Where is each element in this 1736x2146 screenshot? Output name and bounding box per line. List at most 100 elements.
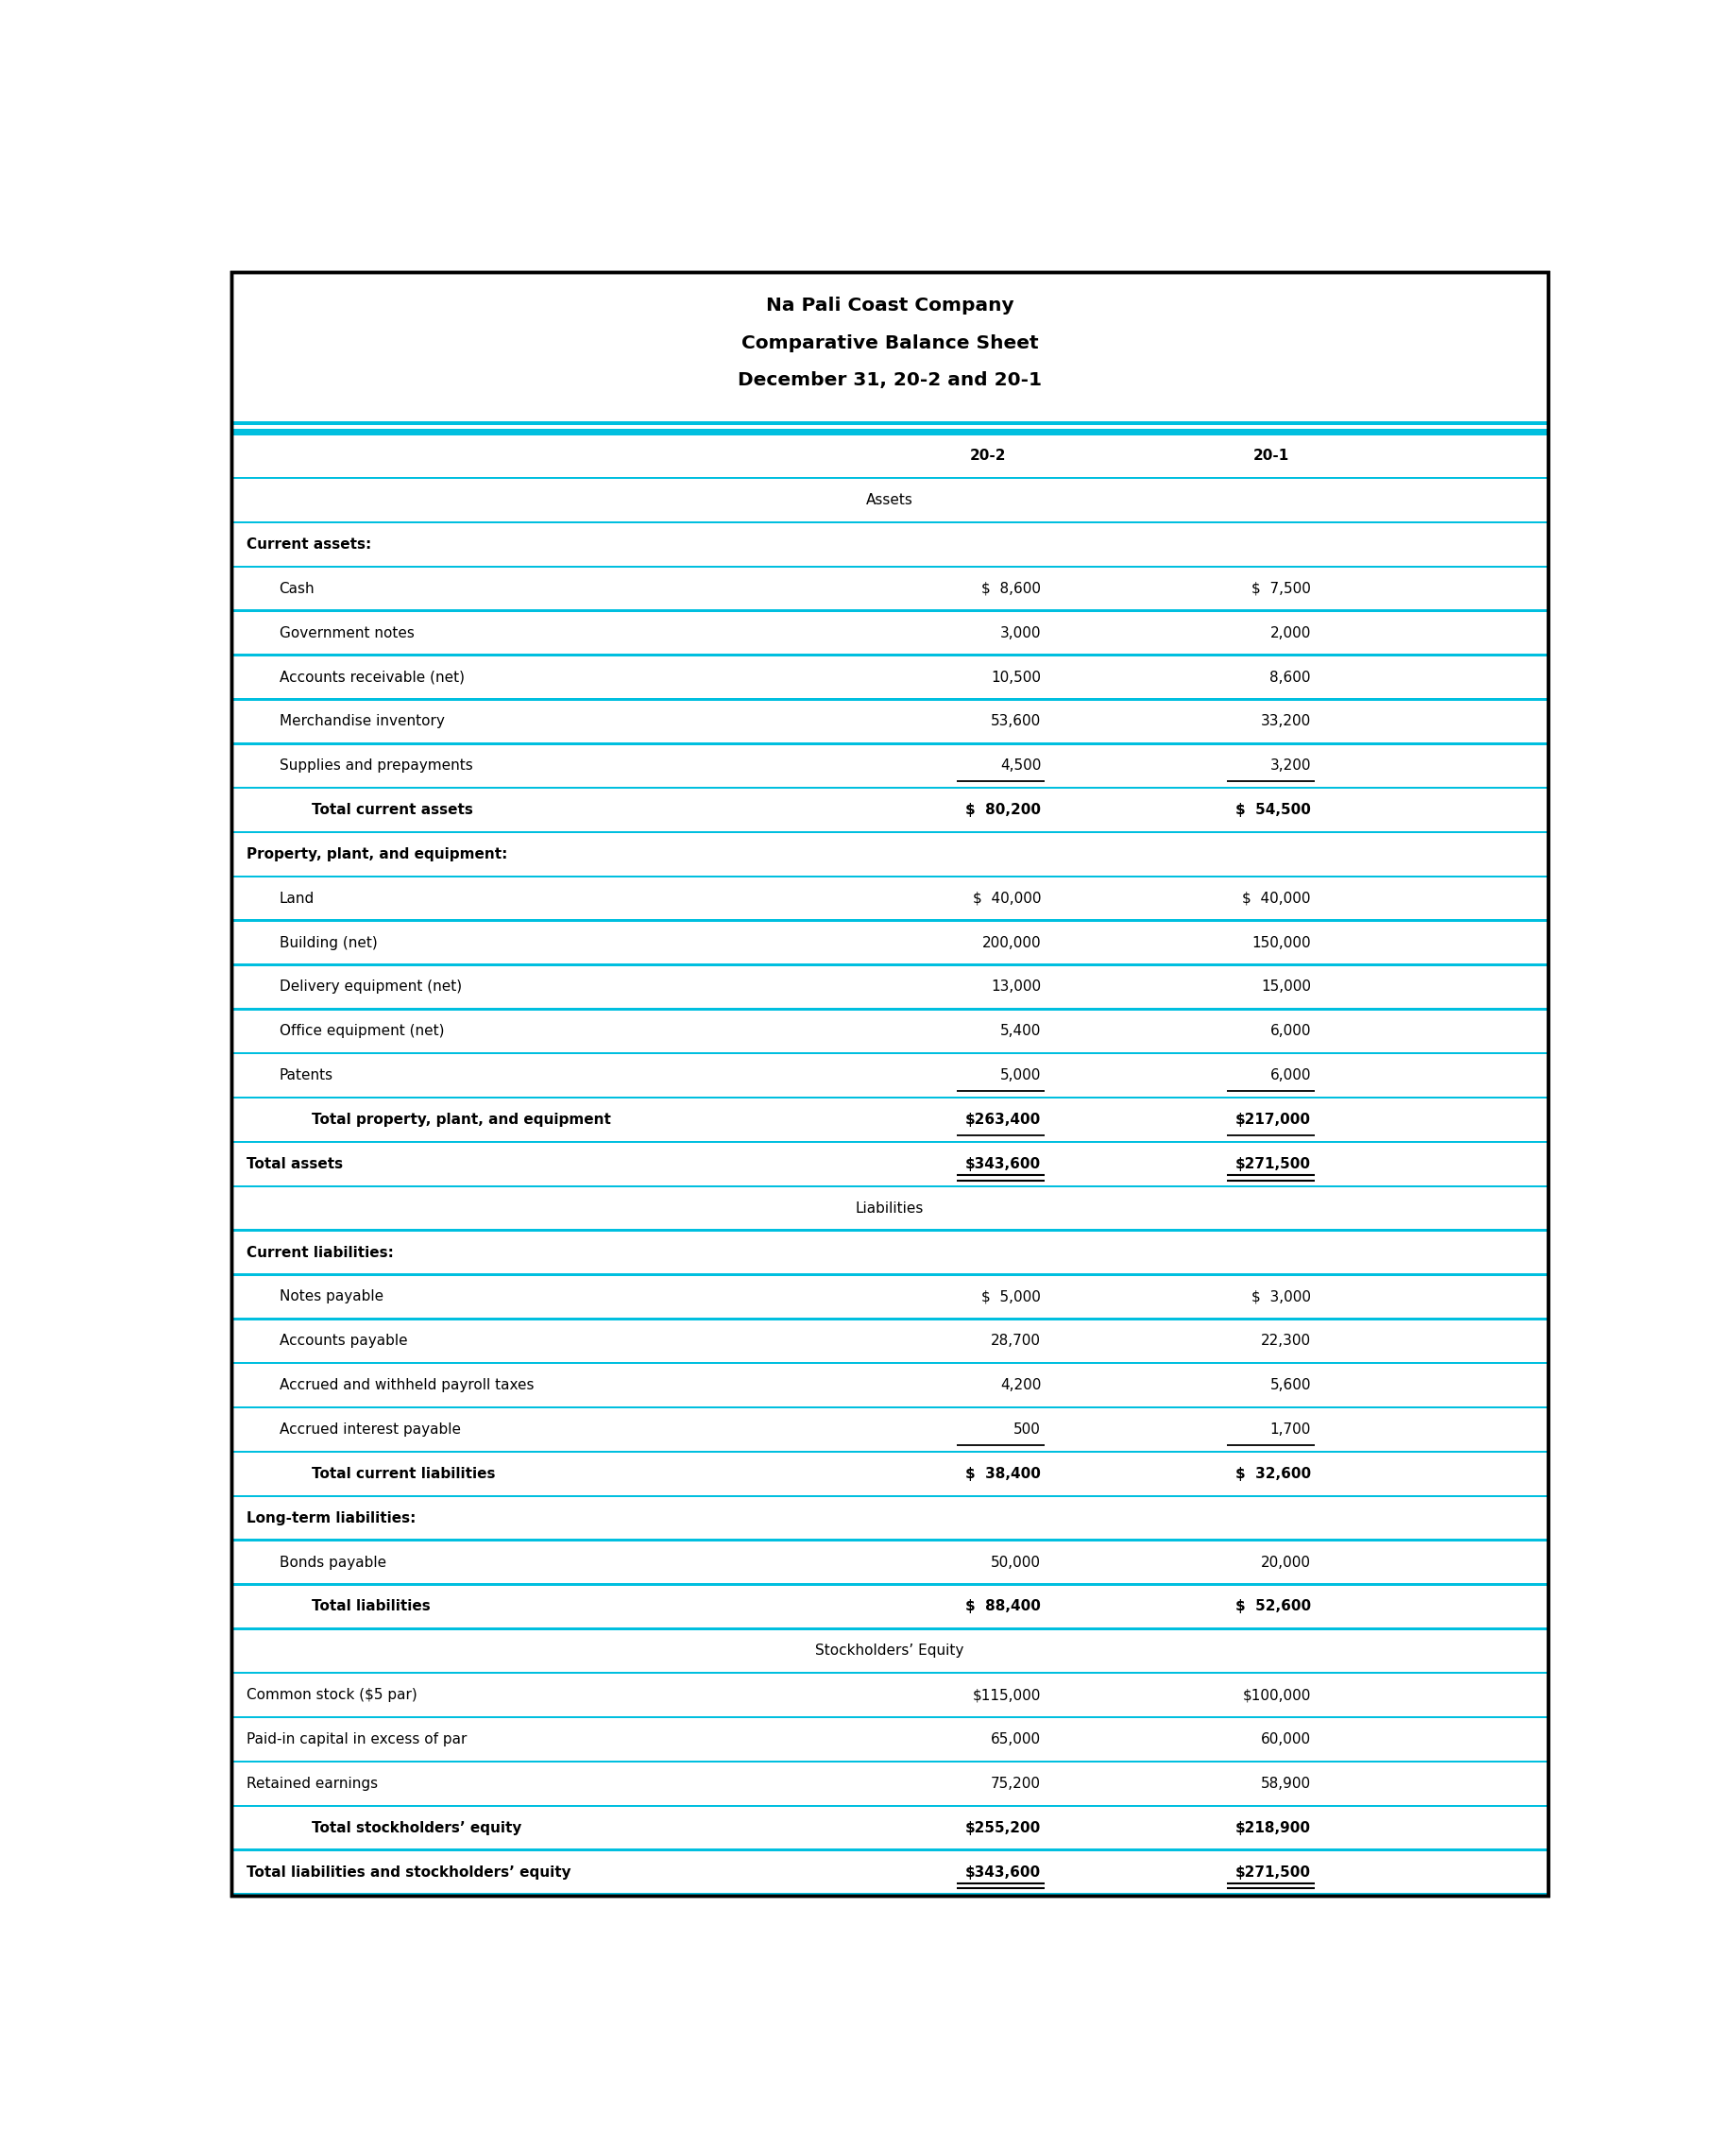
Text: $255,200: $255,200 <box>965 1820 1042 1835</box>
Text: Na Pali Coast Company: Na Pali Coast Company <box>766 296 1014 315</box>
Bar <box>231 1807 1549 1850</box>
Text: Total assets: Total assets <box>247 1157 342 1172</box>
Bar <box>231 743 1549 745</box>
Text: Current liabilities:: Current liabilities: <box>247 1245 394 1260</box>
Bar <box>231 1365 1549 1406</box>
Bar <box>231 273 1549 421</box>
Bar <box>231 1009 1549 1011</box>
Text: 6,000: 6,000 <box>1269 1069 1311 1082</box>
Text: 2,000: 2,000 <box>1271 627 1311 640</box>
Text: $343,600: $343,600 <box>965 1865 1042 1880</box>
Text: Comparative Balance Sheet: Comparative Balance Sheet <box>741 335 1038 352</box>
Bar <box>231 655 1549 657</box>
Text: $  38,400: $ 38,400 <box>965 1466 1042 1481</box>
Text: Current assets:: Current assets: <box>247 536 372 552</box>
Bar <box>231 833 1549 876</box>
Bar <box>231 436 1549 476</box>
Bar <box>231 697 1549 700</box>
Text: 500: 500 <box>1014 1423 1042 1436</box>
Bar <box>231 1717 1549 1719</box>
Text: Stockholders’ Equity: Stockholders’ Equity <box>816 1644 963 1659</box>
Text: Patents: Patents <box>279 1069 333 1082</box>
Bar <box>231 569 1549 609</box>
Text: 13,000: 13,000 <box>991 981 1042 994</box>
Bar <box>231 1144 1549 1185</box>
Text: Delivery equipment (net): Delivery equipment (net) <box>279 981 462 994</box>
Bar <box>231 421 1549 425</box>
Text: December 31, 20-2 and 20-1: December 31, 20-2 and 20-1 <box>738 371 1042 388</box>
Text: Total liabilities: Total liabilities <box>312 1599 431 1614</box>
Text: 4,200: 4,200 <box>1000 1378 1042 1393</box>
Text: Accounts receivable (net): Accounts receivable (net) <box>279 670 464 685</box>
Text: 60,000: 60,000 <box>1260 1732 1311 1747</box>
Bar <box>231 1498 1549 1539</box>
Bar <box>231 1142 1549 1144</box>
Bar <box>231 524 1549 564</box>
Bar <box>231 923 1549 964</box>
Bar <box>231 1627 1549 1629</box>
Text: 4,500: 4,500 <box>1000 760 1042 773</box>
Text: Total current assets: Total current assets <box>312 803 474 818</box>
Text: 20-1: 20-1 <box>1253 449 1290 464</box>
Text: Total liabilities and stockholders’ equity: Total liabilities and stockholders’ equi… <box>247 1865 571 1880</box>
Bar <box>231 1539 1549 1541</box>
Bar <box>231 700 1549 743</box>
Text: 65,000: 65,000 <box>991 1732 1042 1747</box>
Bar <box>231 1052 1549 1054</box>
Bar <box>231 1232 1549 1273</box>
Text: Accrued interest payable: Accrued interest payable <box>279 1423 460 1436</box>
Bar <box>231 476 1549 479</box>
Text: 6,000: 6,000 <box>1269 1024 1311 1039</box>
Text: Supplies and prepayments: Supplies and prepayments <box>279 760 472 773</box>
Text: $343,600: $343,600 <box>965 1157 1042 1172</box>
Text: Total stockholders’ equity: Total stockholders’ equity <box>312 1820 523 1835</box>
Text: Merchandise inventory: Merchandise inventory <box>279 715 444 730</box>
Text: Notes payable: Notes payable <box>279 1290 384 1305</box>
Bar <box>231 1408 1549 1451</box>
Text: 28,700: 28,700 <box>991 1335 1042 1348</box>
Text: 20,000: 20,000 <box>1260 1556 1311 1569</box>
Text: 58,900: 58,900 <box>1260 1777 1311 1790</box>
Text: Property, plant, and equipment:: Property, plant, and equipment: <box>247 848 507 861</box>
Bar <box>231 1719 1549 1760</box>
Bar <box>231 657 1549 697</box>
Bar <box>231 1363 1549 1365</box>
Bar <box>231 966 1549 1009</box>
Bar <box>231 609 1549 612</box>
Text: Retained earnings: Retained earnings <box>247 1777 378 1790</box>
Text: 5,000: 5,000 <box>1000 1069 1042 1082</box>
Text: $  8,600: $ 8,600 <box>981 582 1042 597</box>
Bar <box>231 1672 1549 1674</box>
Text: 53,600: 53,600 <box>991 715 1042 730</box>
Text: 50,000: 50,000 <box>991 1556 1042 1569</box>
Bar <box>231 1586 1549 1627</box>
Text: 75,200: 75,200 <box>991 1777 1042 1790</box>
Bar <box>231 831 1549 833</box>
Bar <box>231 790 1549 831</box>
Bar <box>231 1893 1549 1895</box>
Text: $  40,000: $ 40,000 <box>972 891 1042 906</box>
Text: $271,500: $271,500 <box>1236 1157 1311 1172</box>
Bar <box>231 878 1549 918</box>
Text: Liabilities: Liabilities <box>856 1202 924 1215</box>
Text: Common stock ($5 par): Common stock ($5 par) <box>247 1689 417 1702</box>
Bar <box>231 1185 1549 1187</box>
Bar <box>231 1453 1549 1496</box>
Text: Total current liabilities: Total current liabilities <box>312 1466 496 1481</box>
Bar <box>231 612 1549 655</box>
Text: $217,000: $217,000 <box>1236 1114 1311 1127</box>
Bar <box>231 1674 1549 1717</box>
Text: 33,200: 33,200 <box>1260 715 1311 730</box>
Bar <box>231 1054 1549 1097</box>
Bar <box>231 1187 1549 1230</box>
Bar <box>231 1762 1549 1805</box>
Text: Cash: Cash <box>279 582 314 597</box>
Bar <box>231 745 1549 788</box>
Text: 22,300: 22,300 <box>1260 1335 1311 1348</box>
Bar <box>231 1451 1549 1453</box>
Text: $  88,400: $ 88,400 <box>965 1599 1042 1614</box>
Text: $115,000: $115,000 <box>972 1689 1042 1702</box>
Bar <box>231 788 1549 790</box>
Bar <box>231 918 1549 923</box>
Text: Accrued and withheld payroll taxes: Accrued and withheld payroll taxes <box>279 1378 533 1393</box>
